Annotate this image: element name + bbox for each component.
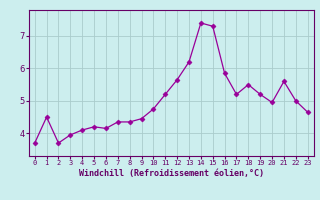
X-axis label: Windchill (Refroidissement éolien,°C): Windchill (Refroidissement éolien,°C) xyxy=(79,169,264,178)
